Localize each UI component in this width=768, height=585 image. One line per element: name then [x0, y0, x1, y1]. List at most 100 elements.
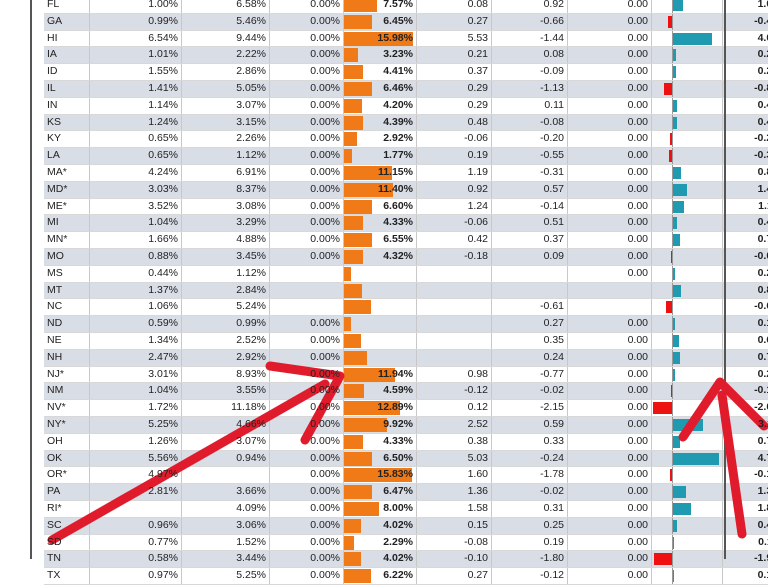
col-b-cell-text: 2.86%: [236, 65, 266, 77]
total-bar-cell: [344, 316, 417, 333]
state-cell-text: SC: [47, 519, 62, 531]
col-b-cell: 2.26%: [182, 131, 270, 148]
col-b-cell-text: 0.99%: [236, 317, 266, 329]
col-g-cell: 0.00: [568, 114, 652, 131]
state-cell-text: KS: [47, 116, 61, 128]
col-e-cell-text: 0.08: [468, 0, 488, 10]
net-value-cell: -0.62: [723, 299, 768, 316]
col-b-cell-text: 1.12%: [236, 267, 266, 279]
net-value-cell-text: 0.15: [758, 569, 768, 581]
total-bar-cell: 1.77%: [344, 148, 417, 165]
total-bar: [344, 216, 363, 230]
state-data-table: FL1.00%6.58%0.00%7.57%0.080.920.001.00GA…: [44, 0, 768, 585]
col-a-cell-text: 6.54%: [148, 32, 178, 44]
state-cell: IL: [44, 80, 90, 97]
col-b-cell-text: 3.55%: [236, 384, 266, 396]
state-cell: SC: [44, 517, 90, 534]
total-bar-cell: 4.20%: [344, 97, 417, 114]
state-cell-text: SD: [47, 536, 62, 548]
positive-bar: [673, 537, 674, 549]
col-g-cell: 0.00: [568, 551, 652, 568]
col-f-cell-text: 0.92: [544, 0, 564, 10]
col-a-cell: 3.01%: [90, 366, 182, 383]
state-cell: KY: [44, 131, 90, 148]
table-row: MT1.37%2.84%0.84: [44, 282, 768, 299]
col-b-cell-text: 2.22%: [236, 48, 266, 60]
zero-axis: [672, 14, 673, 30]
total-bar-cell-text: 6.46%: [383, 82, 413, 94]
col-a-cell: 1.34%: [90, 332, 182, 349]
col-b-cell-text: 3.07%: [236, 435, 266, 447]
col-f-cell-text: -0.61: [540, 300, 564, 312]
col-c-cell-text: 0.00%: [310, 569, 340, 581]
total-bar: [344, 502, 379, 516]
net-value-cell-text: 1.11: [758, 200, 768, 212]
total-bar-cell: 4.02%: [344, 517, 417, 534]
col-c-cell: 0.00%: [270, 433, 344, 450]
col-f-cell: 0.31: [492, 500, 568, 517]
table-row: PA2.81%3.66%0.00%6.47%1.36-0.020.001.33: [44, 484, 768, 501]
col-e-cell: -0.18: [417, 248, 492, 265]
net-value-cell: 0.70: [723, 349, 768, 366]
col-a-cell: 1.37%: [90, 282, 182, 299]
col-g-cell: 0.00: [568, 349, 652, 366]
col-e-cell: -0.12: [417, 383, 492, 400]
col-c-cell-text: 0.00%: [310, 351, 340, 363]
col-e-cell: 0.48: [417, 114, 492, 131]
negative-bar: [664, 83, 672, 95]
total-bar-cell: 11.40%: [344, 181, 417, 198]
col-e-cell: [417, 282, 492, 299]
col-g-cell: 0.00: [568, 215, 652, 232]
col-f-cell-text: 0.51: [544, 216, 564, 228]
net-value-cell: 0.18: [723, 316, 768, 333]
left-margin: [0, 0, 30, 559]
col-f-cell: 0.59: [492, 416, 568, 433]
diverging-bar-cell: [652, 30, 723, 47]
state-cell: ND: [44, 316, 90, 333]
total-bar-cell-text: 4.33%: [383, 435, 413, 447]
col-f-cell: -0.14: [492, 198, 568, 215]
total-bar-cell-text: 4.20%: [383, 99, 413, 111]
total-bar-cell-text: 2.29%: [383, 536, 413, 548]
col-a-cell-text: 1.06%: [148, 300, 178, 312]
total-bar: [344, 116, 363, 130]
net-value-cell-text: 0.45: [758, 216, 768, 228]
total-bar-cell: 2.92%: [344, 131, 417, 148]
col-a-cell: 2.47%: [90, 349, 182, 366]
total-bar: [344, 418, 387, 432]
table-row: NY*5.25%4.66%0.00%9.92%2.520.590.003.11: [44, 416, 768, 433]
col-a-cell: 5.25%: [90, 416, 182, 433]
diverging-bar-cell: [652, 248, 723, 265]
col-e-cell: -0.06: [417, 131, 492, 148]
total-bar-cell-text: 4.39%: [383, 116, 413, 128]
col-c-cell-text: 0.00%: [310, 502, 340, 514]
col-g-cell: 0.00: [568, 332, 652, 349]
positive-bar: [673, 369, 675, 381]
positive-bar: [673, 436, 680, 448]
col-e-cell: 0.21: [417, 47, 492, 64]
col-e-cell: -0.08: [417, 534, 492, 551]
positive-bar: [673, 285, 681, 297]
net-value-cell: 0.45: [723, 215, 768, 232]
col-c-cell-text: 0.00%: [310, 552, 340, 564]
net-value-cell-text: -0.26: [754, 132, 768, 144]
col-g-cell-text: 0.00: [628, 82, 648, 94]
col-g-cell-text: 0.00: [628, 435, 648, 447]
col-a-cell-text: 0.88%: [148, 250, 178, 262]
state-cell: NJ*: [44, 366, 90, 383]
state-cell: NV*: [44, 400, 90, 417]
table-body: FL1.00%6.58%0.00%7.57%0.080.920.001.00GA…: [44, 0, 768, 584]
net-value-cell: 0.84: [723, 282, 768, 299]
col-e-cell-text: 0.27: [468, 15, 488, 27]
col-g-cell: 0.00: [568, 316, 652, 333]
col-a-cell-text: 1.01%: [148, 48, 178, 60]
col-f-cell-text: 0.35: [544, 334, 564, 346]
total-bar-cell: 15.98%: [344, 30, 417, 47]
col-g-cell-text: 0.00: [628, 149, 648, 161]
total-bar-cell: 9.92%: [344, 416, 417, 433]
state-cell-text: IN: [47, 99, 58, 111]
col-b-cell-text: 6.58%: [236, 0, 266, 10]
total-bar-cell: 6.22%: [344, 568, 417, 585]
col-a-cell: 1.66%: [90, 232, 182, 249]
state-cell-text: ME*: [47, 200, 67, 212]
